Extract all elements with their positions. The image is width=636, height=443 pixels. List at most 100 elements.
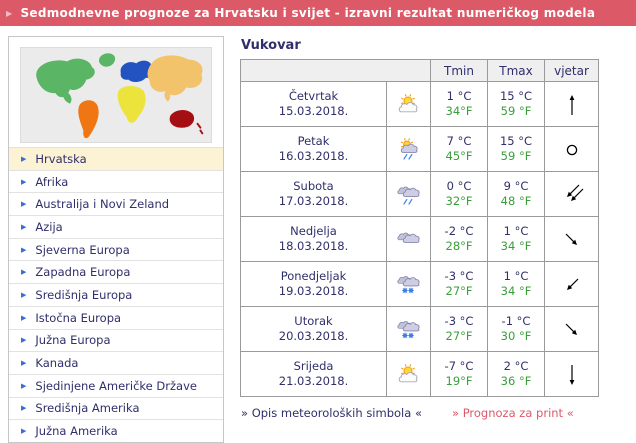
tmin-celsius: 0 °C [446, 179, 472, 193]
clouds-rain-icon [387, 183, 430, 205]
forecast-row: Subota 17.03.2018. 0 °C 32°F 9 °C 48 °F [240, 171, 599, 217]
tmax-celsius: 2 °C [503, 359, 529, 373]
wind-down-left-double-icon [545, 181, 598, 208]
tmin-cell: -3 °C 27°F [430, 306, 488, 352]
tmax-cell: 1 °C 34 °F [487, 216, 545, 262]
tmin-fahrenheit: 45°F [445, 149, 473, 163]
wind-cell [544, 81, 599, 127]
wind-down-left-icon [545, 271, 598, 298]
tmax-fahrenheit: 34 °F [500, 239, 532, 253]
clouds-snow-icon [387, 318, 430, 340]
day-date: 16.03.2018. [278, 149, 349, 163]
sun-cloud-icon [387, 93, 430, 115]
sidebar-item-label: Istočna Europa [35, 310, 122, 325]
tmax-celsius: -1 °C [501, 314, 531, 328]
day-date: 19.03.2018. [278, 284, 349, 298]
tmin-fahrenheit: 28°F [445, 239, 473, 253]
tmin-cell: -2 °C 28°F [430, 216, 488, 262]
region-sidebar: ▶ Hrvatska ▶ Afrika ▶ Australija i Novi Zelan… [8, 36, 224, 443]
tmax-celsius: 15 °C [499, 89, 533, 103]
day-date: 15.03.2018. [278, 104, 349, 118]
sidebar-item-sredi-nja-europa[interactable]: ▶ Središnja Europa [9, 283, 223, 306]
sidebar-item-sjeverna-europa[interactable]: ▶ Sjeverna Europa [9, 237, 223, 261]
tmax-cell: 15 °C 59 °F [487, 81, 545, 127]
sidebar-item-azija[interactable]: ▶ Azija [9, 215, 223, 238]
header-bullet-icon: ▶ [6, 8, 13, 18]
sidebar-item-isto-na-europa[interactable]: ▶ Istočna Europa [9, 305, 223, 329]
arrow-right-icon: ▶ [21, 404, 27, 413]
sidebar-item-label: Južna Amerika [35, 424, 118, 439]
weather-cell [386, 81, 431, 127]
day-cell: Četvrtak 15.03.2018. [240, 81, 387, 127]
symbols-description-link[interactable]: » Opis meteoroloških simbola « [241, 406, 422, 420]
day-date: 17.03.2018. [278, 194, 349, 208]
sidebar-item-kanada[interactable]: ▶ Kanada [9, 351, 223, 374]
footer-links: » Opis meteoroloških simbola « » Prognoz… [240, 406, 598, 422]
wind-up-icon [545, 91, 598, 118]
day-date: 20.03.2018. [278, 329, 349, 343]
arrow-right-icon: ▶ [21, 427, 27, 436]
wind-cell [544, 261, 599, 307]
sidebar-item-australija-i-novi-zeland[interactable]: ▶ Australija i Novi Zeland [9, 192, 223, 215]
tmin-celsius: 1 °C [446, 89, 472, 103]
day-name: Petak [297, 134, 330, 148]
sidebar-item-label: Sjeverna Europa [35, 242, 130, 257]
tmax-celsius: 15 °C [499, 134, 533, 148]
tmax-fahrenheit: 59 °F [500, 149, 532, 163]
sidebar-item-ju-na-europa[interactable]: ▶ Južna Europa [9, 328, 223, 352]
tmin-celsius: -2 °C [444, 224, 474, 238]
wind-cell [544, 126, 599, 172]
tmin-cell: -3 °C 27°F [430, 261, 488, 307]
wind-down-right-icon [545, 226, 598, 253]
day-column-header [240, 59, 431, 82]
sidebar-item-label: Kanada [35, 356, 79, 371]
tmin-cell: 7 °C 45°F [430, 126, 488, 172]
tmin-cell: 0 °C 32°F [430, 171, 488, 217]
page-title: Sedmodnevne prognoze za Hrvatsku i svije… [20, 6, 596, 20]
sidebar-item-zapadna-europa[interactable]: ▶ Zapadna Europa [9, 260, 223, 283]
wind-cell [544, 351, 599, 397]
day-name: Ponedjeljak [280, 269, 347, 283]
forecast-table: Tmin Tmax vjetar Četvrtak 15.03.2018. 1 °C… [240, 59, 599, 397]
forecast-body: Četvrtak 15.03.2018. 1 °C 34°F 15 °C 59 °F Pet… [240, 81, 599, 397]
sidebar-item-sredi-nja-amerika[interactable]: ▶ Središnja Amerika [9, 396, 223, 420]
tmax-fahrenheit: 36 °F [500, 374, 532, 388]
weather-cell [386, 306, 431, 352]
sidebar-item-hrvatska[interactable]: ▶ Hrvatska [9, 147, 223, 170]
sidebar-item-ju-na-amerika[interactable]: ▶ Južna Amerika [9, 419, 223, 442]
arrow-right-icon: ▶ [21, 268, 27, 277]
tmin-fahrenheit: 32°F [445, 194, 473, 208]
clouds-icon [387, 228, 430, 250]
day-cell: Nedjelja 18.03.2018. [240, 216, 387, 262]
tmax-celsius: 1 °C [503, 269, 529, 283]
world-map-image [36, 53, 204, 139]
sidebar-item-label: Južna Europa [35, 333, 111, 348]
arrow-right-icon: ▶ [21, 200, 27, 209]
wind-down-icon [545, 361, 598, 388]
forecast-panel: Vukovar Tmin Tmax vjetar Četvrtak 15.03.2… [240, 38, 599, 422]
tmax-cell: 9 °C 48 °F [487, 171, 545, 217]
tmax-fahrenheit: 30 °F [500, 329, 532, 343]
arrow-right-icon: ▶ [21, 313, 27, 322]
forecast-row: Srijeda 21.03.2018. -7 °C 19°F 2 °C 36 °F [240, 351, 599, 397]
wind-cell [544, 216, 599, 262]
sidebar-item-label: Zapadna Europa [35, 265, 131, 280]
tmin-cell: -7 °C 19°F [430, 351, 488, 397]
world-map[interactable] [20, 47, 212, 143]
weather-cell [386, 126, 431, 172]
sun-cloud-icon [387, 363, 430, 385]
tmin-celsius: -7 °C [444, 359, 474, 373]
sun-cloud-rain-icon [387, 138, 430, 160]
wind-calm-icon [545, 136, 598, 163]
day-cell: Petak 16.03.2018. [240, 126, 387, 172]
tmin-fahrenheit: 19°F [445, 374, 473, 388]
sidebar-item-sjedinjene-ameri-ke-dr-ave[interactable]: ▶ Sjedinjene Američke Države [9, 373, 223, 397]
tmin-column-header: Tmin [430, 59, 488, 82]
sidebar-item-label: Hrvatska [35, 151, 87, 166]
sidebar-item-afrika[interactable]: ▶ Afrika [9, 169, 223, 193]
weather-cell [386, 261, 431, 307]
sidebar-item-label: Azija [35, 219, 63, 234]
print-forecast-link[interactable]: » Prognoza za print « [452, 406, 574, 420]
wind-cell [544, 171, 599, 217]
forecast-row: Utorak 20.03.2018. -3 °C 27°F -1 °C 30 °F [240, 306, 599, 352]
